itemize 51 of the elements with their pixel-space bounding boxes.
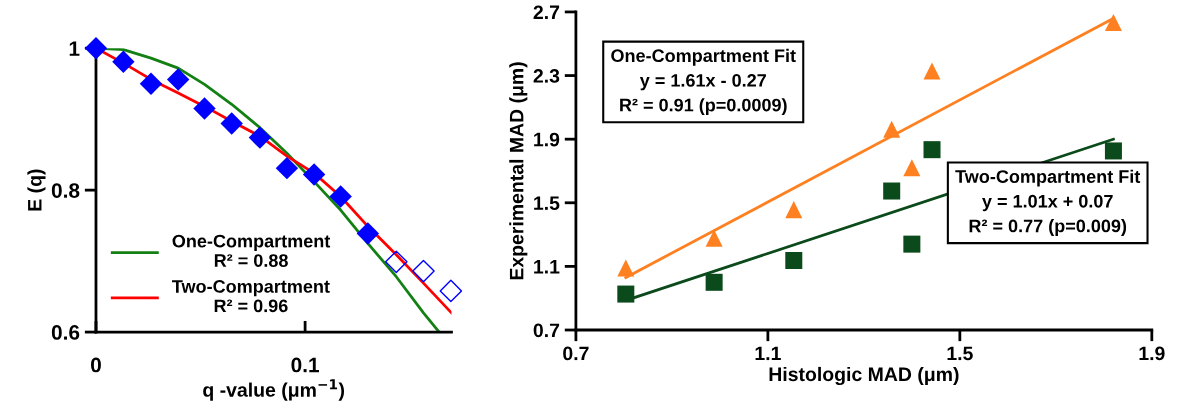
point xyxy=(1104,142,1122,160)
point xyxy=(1104,13,1122,31)
point xyxy=(84,37,108,60)
point xyxy=(903,235,921,253)
point xyxy=(923,62,941,80)
point xyxy=(302,163,326,186)
point xyxy=(275,156,299,180)
x-tick-label: 0.1 xyxy=(291,357,319,373)
point xyxy=(617,285,635,303)
y-tick-label: 1.9 xyxy=(534,132,560,147)
x-tick-label: 1.1 xyxy=(755,346,781,361)
point xyxy=(785,201,803,219)
point xyxy=(705,229,723,247)
point xyxy=(220,112,243,135)
point xyxy=(329,185,352,208)
y-tick-label: 2.3 xyxy=(533,69,560,83)
point xyxy=(903,159,921,177)
point xyxy=(785,252,803,270)
legend-label: One-Compartment R² = 0.88 xyxy=(172,234,331,267)
annotation: Two-Compartment Fit y = 1.01x + 0.07 R² = 0.77 (p=0.009) xyxy=(955,169,1141,236)
legend-label: Two-Compartment R² = 0.96 xyxy=(172,280,330,313)
x-tick-label: 1.9 xyxy=(1139,346,1165,361)
y-tick-label: 1.5 xyxy=(534,196,560,211)
point xyxy=(356,222,380,245)
point xyxy=(617,259,635,277)
point xyxy=(412,259,435,283)
point xyxy=(439,279,463,303)
point xyxy=(166,68,190,91)
x-tick-label: 0.7 xyxy=(563,346,589,361)
y-tick-label: 0.7 xyxy=(533,323,560,338)
y-axis-title: Experimental MAD (μm) xyxy=(509,62,528,280)
y-tick-label: 1 xyxy=(69,41,80,56)
y-tick-label: 1.1 xyxy=(534,260,560,274)
x-tick-label: 1.5 xyxy=(947,346,973,361)
point xyxy=(384,250,408,274)
point xyxy=(139,72,163,95)
point xyxy=(923,141,941,159)
y-tick-label: 2.7 xyxy=(533,5,560,19)
point xyxy=(193,97,216,120)
point xyxy=(248,126,272,149)
point xyxy=(112,50,135,73)
y-tick-label: 0.6 xyxy=(51,325,80,340)
x-tick-label: 0 xyxy=(91,357,101,373)
y-axis-title: E (q) xyxy=(27,169,46,211)
x-axis-title: q -value (μm$^{−1}$) xyxy=(203,379,345,401)
x-axis-title: Histologic MAD (μm) xyxy=(769,366,959,386)
point xyxy=(705,273,723,291)
point xyxy=(883,182,901,200)
y-tick-label: 0.8 xyxy=(51,183,80,198)
annotation: One-Compartment Fit y = 1.61x - 0.27 R² = 0.91 (p=0.0009) xyxy=(611,48,796,116)
point xyxy=(883,120,901,138)
